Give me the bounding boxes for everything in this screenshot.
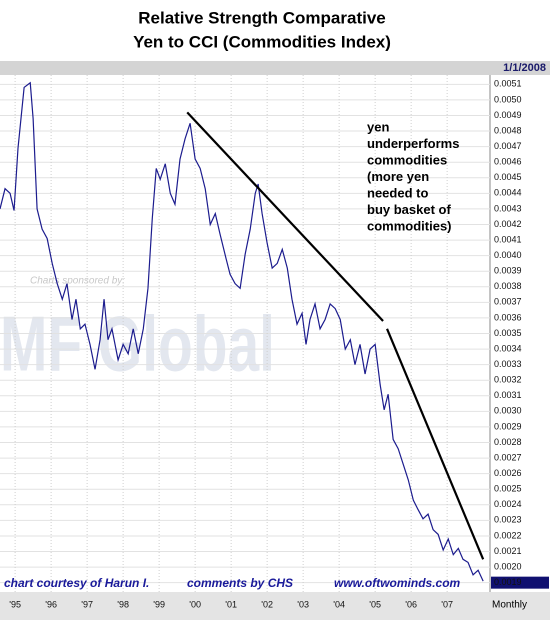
- footer-credit: chart courtesy of Harun I.: [4, 576, 149, 590]
- y-tick-label: 0.0025: [494, 484, 522, 494]
- y-tick-label: 0.0031: [494, 390, 522, 400]
- data-line: [0, 81, 484, 582]
- y-tick-label: 0.0035: [494, 328, 522, 338]
- trend-line: [186, 111, 384, 322]
- x-tick-label: '00: [189, 599, 201, 609]
- y-tick-label: 0.0019: [494, 577, 522, 587]
- x-tick-label: '05: [369, 599, 381, 609]
- y-tick-label: 0.0038: [494, 281, 522, 291]
- x-tick-label: '97: [81, 599, 93, 609]
- y-tick-label: 0.0044: [494, 188, 522, 198]
- annotation-line: buy basket of: [367, 202, 451, 217]
- y-tick-label: 0.0049: [494, 110, 522, 120]
- y-tick-label: 0.0033: [494, 359, 522, 369]
- annotation-line: underperforms: [367, 136, 459, 151]
- annotation-line: commodities): [367, 218, 452, 233]
- y-tick-label: 0.0050: [494, 94, 522, 104]
- x-tick-label: '04: [333, 599, 345, 609]
- chart-title: Yen to CCI (Commodities Index): [133, 32, 391, 51]
- y-tick-label: 0.0047: [494, 141, 522, 151]
- y-tick-label: 0.0039: [494, 266, 522, 276]
- annotation-line: yen: [367, 119, 389, 134]
- y-tick-label: 0.0024: [494, 499, 522, 509]
- footer-band: [0, 592, 550, 620]
- annotation-line: commodities: [367, 152, 447, 167]
- y-tick-label: 0.0026: [494, 468, 522, 478]
- chart-title: Relative Strength Comparative: [138, 8, 386, 27]
- y-tick-label: 0.0043: [494, 203, 522, 213]
- annotation-line: (more yen: [367, 169, 429, 184]
- y-tick-label: 0.0028: [494, 437, 522, 447]
- plot: [0, 81, 485, 582]
- y-tick-label: 0.0022: [494, 530, 522, 540]
- x-tick-label: '99: [153, 599, 165, 609]
- y-tick-label: 0.0045: [494, 172, 522, 182]
- y-tick-label: 0.0023: [494, 515, 522, 525]
- y-tick-label: 0.0040: [494, 250, 522, 260]
- y-tick-label: 0.0020: [494, 561, 522, 571]
- header-band: [0, 61, 550, 75]
- y-tick-label: 0.0021: [494, 546, 522, 556]
- footer-comments: comments by CHS: [187, 576, 293, 590]
- x-tick-label: '02: [261, 599, 273, 609]
- trend-line: [386, 328, 485, 560]
- x-tick-label: '07: [441, 599, 453, 609]
- y-tick-label: 0.0037: [494, 297, 522, 307]
- y-tick-label: 0.0030: [494, 406, 522, 416]
- x-tick-label: '98: [117, 599, 129, 609]
- y-tick-label: 0.0048: [494, 125, 522, 135]
- footer-site: www.oftwominds.com: [334, 576, 461, 590]
- y-tick-label: 0.0027: [494, 452, 522, 462]
- period-label: Monthly: [492, 600, 527, 611]
- y-tick-label: 0.0029: [494, 421, 522, 431]
- x-tick-label: '95: [9, 599, 21, 609]
- y-tick-label: 0.0036: [494, 312, 522, 322]
- y-tick-label: 0.0034: [494, 343, 522, 353]
- x-tick-label: '03: [297, 599, 309, 609]
- y-tick-label: 0.0046: [494, 157, 522, 167]
- y-tick-label: 0.0041: [494, 234, 522, 244]
- y-tick-label: 0.0051: [494, 79, 522, 89]
- tick-highlight: [491, 576, 549, 589]
- watermark-logo: MF Global: [0, 300, 275, 388]
- x-tick-label: '06: [405, 599, 417, 609]
- x-tick-label: '01: [225, 599, 237, 609]
- date-label: 1/1/2008: [503, 62, 546, 74]
- x-tick-label: '96: [45, 599, 57, 609]
- y-tick-label: 0.0042: [494, 219, 522, 229]
- watermark-sponsor: Charts sponsored by:: [30, 276, 125, 287]
- y-tick-label: 0.0032: [494, 375, 522, 385]
- annotation-line: needed to: [367, 185, 428, 200]
